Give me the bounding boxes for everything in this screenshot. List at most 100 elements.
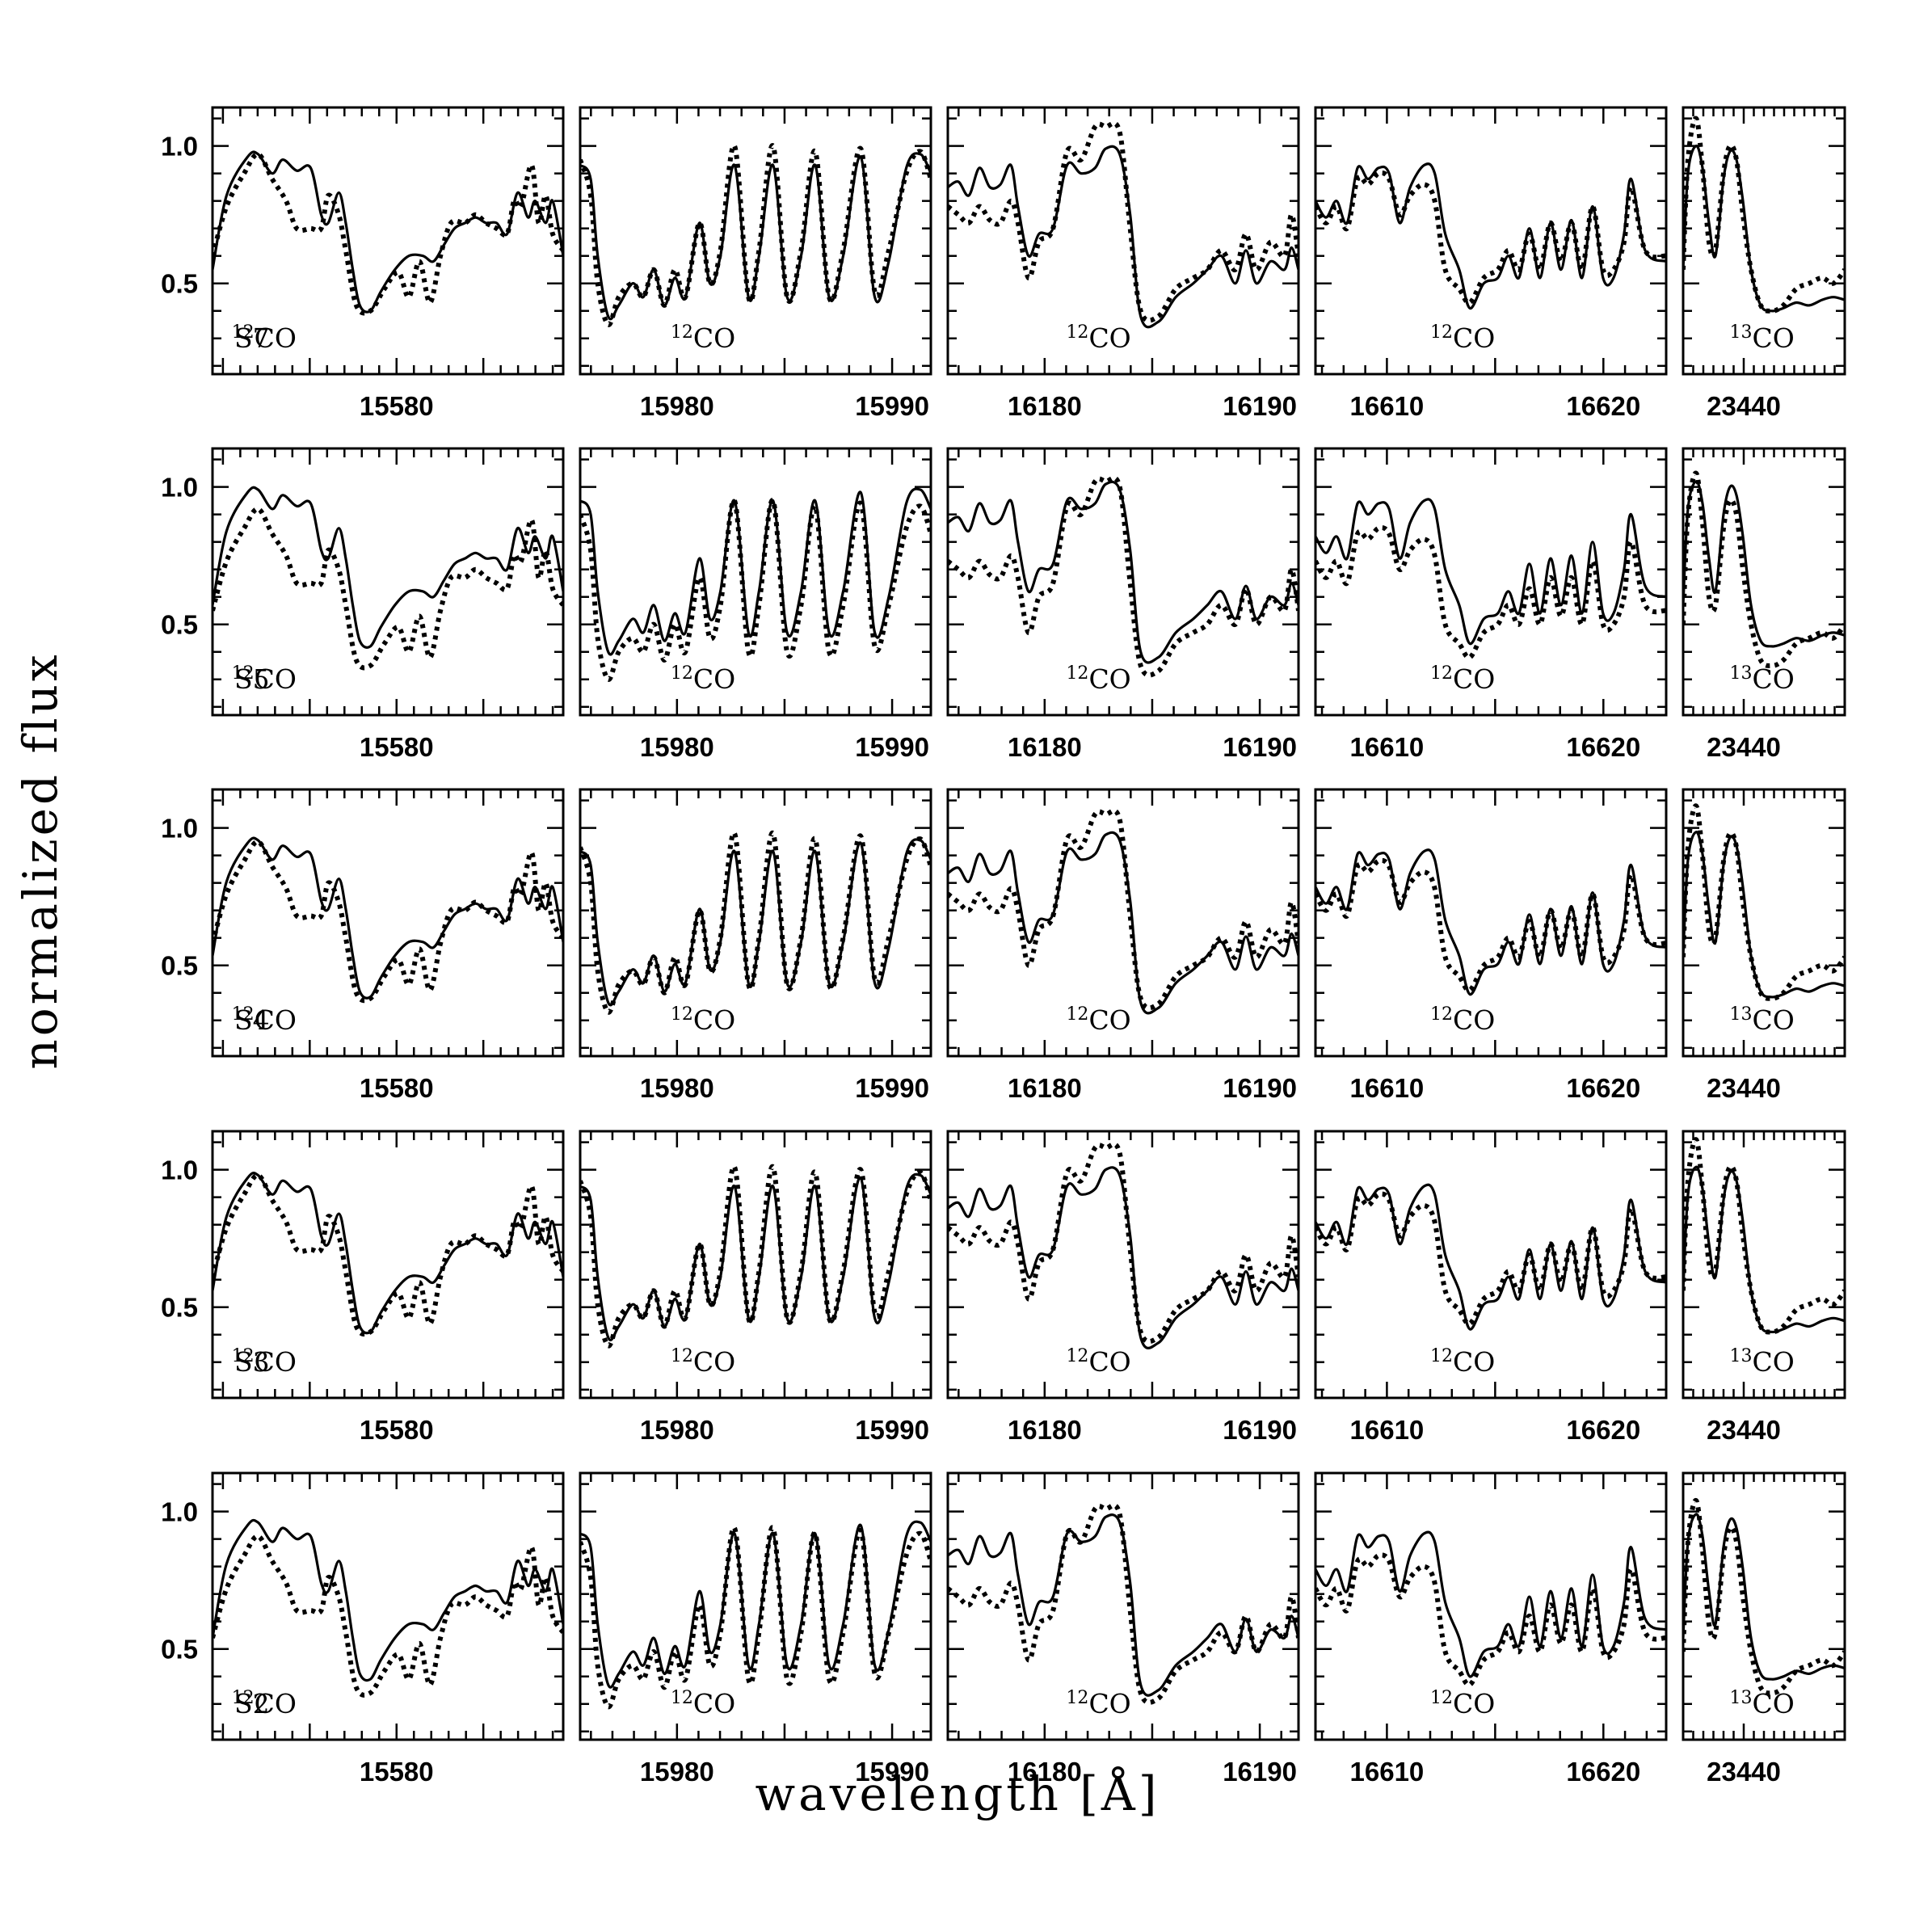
molecule-label: 12CO: [1430, 1346, 1495, 1378]
x-tick-label: 15980: [640, 391, 714, 421]
x-tick-label: 16620: [1566, 391, 1640, 421]
panel-r1-c2: 15980 15990 12CO: [579, 106, 932, 421]
x-tick-label: 16620: [1566, 1757, 1640, 1787]
molecule-label: 12CO: [232, 1346, 297, 1378]
panel-frame: [946, 106, 1300, 376]
molecule-name: CO: [1453, 1004, 1495, 1036]
x-tick-label: 15980: [640, 1073, 714, 1103]
molecule-name: CO: [1753, 1688, 1795, 1719]
molecule-name: CO: [693, 1346, 735, 1378]
spectra-lines: [213, 1172, 563, 1337]
isotope-number: 13: [1730, 1346, 1753, 1366]
spectra-lines: [213, 836, 563, 1004]
panel-frame: [579, 1471, 932, 1741]
model-spectrum-solid: [948, 1166, 1299, 1349]
spectra-lines: [580, 831, 931, 1015]
molecule-label: 12CO: [1066, 1004, 1130, 1036]
molecule-label: 12CO: [1066, 322, 1130, 354]
observed-spectrum-dotted: [580, 498, 931, 682]
spectra-lines: [1315, 1530, 1666, 1688]
molecule-label: 12CO: [671, 1688, 735, 1719]
isotope-number: 12: [1430, 1346, 1453, 1366]
isotope-number: 12: [1430, 1688, 1453, 1708]
x-tick-label: 15990: [855, 1415, 929, 1445]
molecule-name: CO: [1753, 322, 1795, 354]
molecule-name: CO: [693, 1688, 735, 1719]
molecule-label: 12CO: [232, 663, 297, 695]
model-spectrum-solid: [580, 487, 931, 656]
molecule-label: 13CO: [1730, 1004, 1795, 1036]
x-tick-label: 15580: [360, 1757, 434, 1787]
isotope-number: 12: [671, 663, 693, 684]
y-tick-label: 1.0: [161, 132, 198, 162]
panel-frame: [211, 788, 565, 1058]
panel-frame: [1314, 1471, 1668, 1741]
star-label: S4: [234, 1004, 270, 1036]
molecule-label: 12CO: [1430, 322, 1495, 354]
isotope-number: 12: [1430, 1004, 1453, 1025]
spectra-lines: [1315, 498, 1666, 660]
star-label: S7: [234, 322, 270, 354]
x-tick-label: 15990: [855, 391, 929, 421]
panel-r1-c3: 16180 16190 12CO: [946, 106, 1300, 421]
x-tick-label: 15580: [360, 1415, 434, 1445]
isotope-number: 12: [1066, 1346, 1088, 1366]
isotope-number: 12: [232, 1346, 255, 1366]
model-spectrum-solid: [1315, 1183, 1666, 1331]
x-tick-label: 16190: [1223, 732, 1297, 762]
panel-frame: [211, 106, 565, 376]
y-tick-label: 1.0: [161, 1497, 198, 1527]
model-spectrum-solid: [948, 480, 1299, 664]
model-spectrum-solid: [1683, 145, 1845, 313]
observed-spectrum-dotted: [948, 120, 1299, 323]
x-tick-label: 23440: [1707, 732, 1781, 762]
panel-frame: [1314, 1130, 1668, 1400]
panel-frame: [1314, 106, 1668, 376]
observed-spectrum-dotted: [580, 1525, 931, 1710]
x-tick-label: 16620: [1566, 732, 1640, 762]
panel-r5-c4: 16610 16620 12CO: [1314, 1471, 1668, 1787]
observed-spectrum-dotted: [948, 808, 1299, 1011]
y-tick-label: 1.0: [161, 814, 198, 844]
molecule-label: 13CO: [1730, 322, 1795, 354]
isotope-number: 12: [1430, 322, 1453, 343]
observed-spectrum-dotted: [1683, 803, 1845, 1001]
panel-r3-c3: 16180 16190 12CO: [946, 788, 1300, 1103]
spectra-lines: [213, 486, 563, 671]
x-axis-label: wavelength [Å]: [756, 1766, 1160, 1821]
x-tick-label: 23440: [1707, 1415, 1781, 1445]
molecule-name: CO: [255, 663, 297, 695]
isotope-number: 12: [671, 1346, 693, 1366]
spectra-lines: [948, 475, 1299, 678]
model-spectrum-solid: [948, 145, 1299, 329]
molecule-name: CO: [1753, 1346, 1795, 1378]
isotope-number: 12: [671, 1004, 693, 1025]
spectra-lines: [1683, 1497, 1845, 1696]
observed-spectrum-dotted: [1683, 116, 1845, 314]
panel-frame: [211, 1130, 565, 1400]
molecule-label: 12CO: [671, 1346, 735, 1378]
x-tick-label: 15990: [855, 1757, 929, 1787]
molecule-name: CO: [255, 1688, 297, 1719]
panel-r4-c2: 15980 15990 12CO: [579, 1130, 932, 1445]
observed-spectrum-dotted: [1683, 1497, 1845, 1696]
observed-spectrum-dotted: [213, 1534, 563, 1698]
panel-r5-c5: 23440 13CO: [1682, 1471, 1846, 1787]
model-spectrum-solid: [213, 1172, 563, 1335]
observed-spectrum-dotted: [580, 1164, 931, 1349]
spectra-lines: [580, 1164, 931, 1349]
panel-frame: [579, 106, 932, 376]
spectra-lines: [1683, 1137, 1845, 1335]
panel-frame: [946, 1130, 1300, 1400]
molecule-name: CO: [255, 322, 297, 354]
spectra-lines: [213, 150, 563, 316]
x-tick-label: 16190: [1223, 391, 1297, 421]
observed-spectrum-dotted: [580, 143, 931, 327]
x-tick-label: 16190: [1223, 1757, 1297, 1787]
observed-spectrum-dotted: [1315, 170, 1666, 305]
isotope-number: 12: [232, 1688, 255, 1708]
observed-spectrum-dotted: [1315, 857, 1666, 993]
x-tick-label: 23440: [1707, 1073, 1781, 1103]
